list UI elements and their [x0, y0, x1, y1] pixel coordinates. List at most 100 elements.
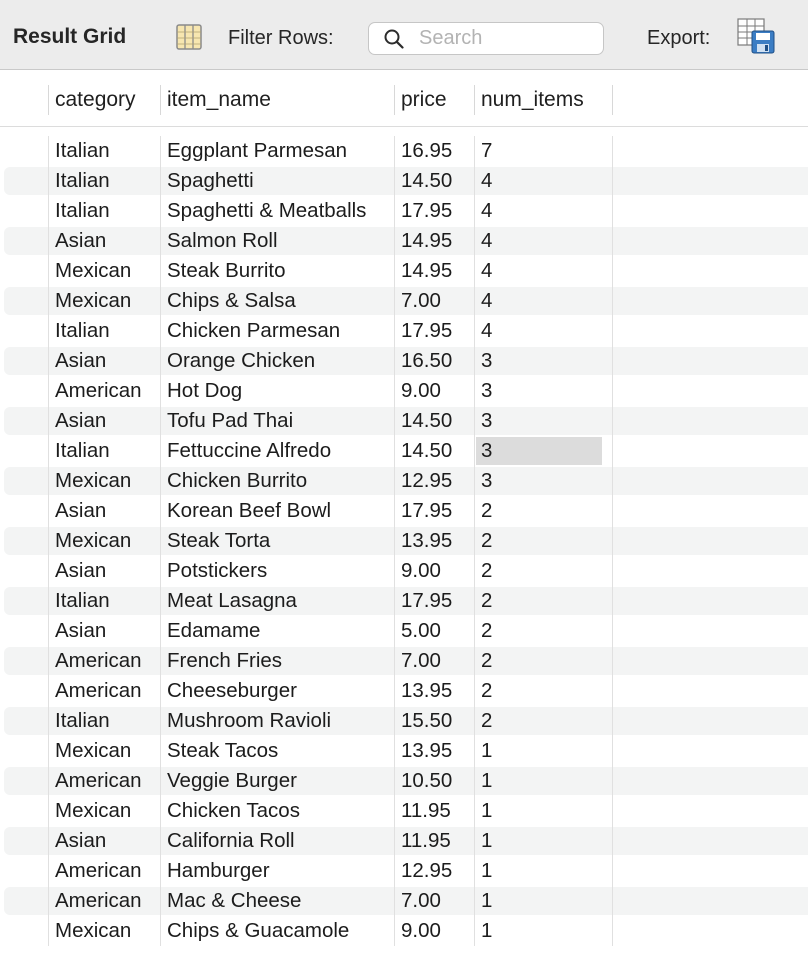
- cell-item-name[interactable]: French Fries: [160, 646, 395, 676]
- cell-category[interactable]: American: [48, 676, 161, 706]
- table-row[interactable]: Mexican Chicken Tacos 11.95 1: [0, 796, 808, 826]
- cell-num-items[interactable]: 3: [474, 376, 613, 406]
- filter-search-box[interactable]: [368, 22, 604, 55]
- cell-item-name[interactable]: Spaghetti: [160, 166, 395, 196]
- cell-num-items[interactable]: 1: [474, 796, 613, 826]
- cell-category[interactable]: Asian: [48, 406, 161, 436]
- cell-price[interactable]: 9.00: [394, 376, 475, 406]
- table-row[interactable]: Mexican Steak Burrito 14.95 4: [0, 256, 808, 286]
- cell-num-items[interactable]: 3: [474, 406, 613, 436]
- column-header-category[interactable]: category: [48, 85, 161, 115]
- cell-category[interactable]: Asian: [48, 346, 161, 376]
- table-row[interactable]: Asian Tofu Pad Thai 14.50 3: [0, 406, 808, 436]
- cell-category[interactable]: American: [48, 766, 161, 796]
- cell-item-name[interactable]: Chips & Guacamole: [160, 916, 395, 946]
- cell-category[interactable]: Asian: [48, 616, 161, 646]
- table-row[interactable]: Mexican Chicken Burrito 12.95 3: [0, 466, 808, 496]
- table-row[interactable]: Asian Korean Beef Bowl 17.95 2: [0, 496, 808, 526]
- table-row[interactable]: American Cheeseburger 13.95 2: [0, 676, 808, 706]
- cell-category[interactable]: Italian: [48, 706, 161, 736]
- cell-price[interactable]: 14.50: [394, 406, 475, 436]
- cell-item-name[interactable]: Chicken Parmesan: [160, 316, 395, 346]
- cell-num-items[interactable]: 1: [474, 826, 613, 856]
- cell-price[interactable]: 13.95: [394, 676, 475, 706]
- cell-price[interactable]: 11.95: [394, 826, 475, 856]
- cell-item-name[interactable]: Veggie Burger: [160, 766, 395, 796]
- cell-num-items[interactable]: 2: [474, 676, 613, 706]
- search-input[interactable]: [419, 26, 599, 51]
- cell-price[interactable]: 12.95: [394, 466, 475, 496]
- cell-price[interactable]: 9.00: [394, 556, 475, 586]
- cell-num-items[interactable]: 2: [474, 616, 613, 646]
- cell-price[interactable]: 12.95: [394, 856, 475, 886]
- cell-item-name[interactable]: Cheeseburger: [160, 676, 395, 706]
- table-row[interactable]: Italian Eggplant Parmesan 16.95 7: [0, 136, 808, 166]
- table-row[interactable]: Italian Mushroom Ravioli 15.50 2: [0, 706, 808, 736]
- cell-item-name[interactable]: Hamburger: [160, 856, 395, 886]
- table-row[interactable]: Italian Fettuccine Alfredo 14.50 3: [0, 436, 808, 466]
- cell-price[interactable]: 10.50: [394, 766, 475, 796]
- cell-num-items[interactable]: 2: [474, 646, 613, 676]
- cell-num-items[interactable]: 2: [474, 526, 613, 556]
- table-row[interactable]: Asian Salmon Roll 14.95 4: [0, 226, 808, 256]
- cell-item-name[interactable]: Korean Beef Bowl: [160, 496, 395, 526]
- cell-item-name[interactable]: Mac & Cheese: [160, 886, 395, 916]
- cell-num-items[interactable]: 4: [474, 166, 613, 196]
- cell-price[interactable]: 13.95: [394, 736, 475, 766]
- cell-category[interactable]: Italian: [48, 436, 161, 466]
- cell-item-name[interactable]: Chicken Burrito: [160, 466, 395, 496]
- cell-item-name[interactable]: Spaghetti & Meatballs: [160, 196, 395, 226]
- cell-num-items[interactable]: 1: [474, 736, 613, 766]
- cell-category[interactable]: Mexican: [48, 466, 161, 496]
- cell-category[interactable]: Mexican: [48, 526, 161, 556]
- cell-price[interactable]: 17.95: [394, 586, 475, 616]
- cell-item-name[interactable]: California Roll: [160, 826, 395, 856]
- table-row[interactable]: Mexican Steak Tacos 13.95 1: [0, 736, 808, 766]
- cell-num-items[interactable]: 3: [474, 466, 613, 496]
- cell-num-items[interactable]: 2: [474, 586, 613, 616]
- cell-category[interactable]: Italian: [48, 196, 161, 226]
- cell-category[interactable]: Mexican: [48, 736, 161, 766]
- cell-item-name[interactable]: Chips & Salsa: [160, 286, 395, 316]
- cell-item-name[interactable]: Steak Tacos: [160, 736, 395, 766]
- cell-category[interactable]: Italian: [48, 586, 161, 616]
- cell-num-items[interactable]: 1: [474, 856, 613, 886]
- cell-num-items[interactable]: 1: [474, 886, 613, 916]
- table-row[interactable]: American French Fries 7.00 2: [0, 646, 808, 676]
- cell-item-name[interactable]: Hot Dog: [160, 376, 395, 406]
- cell-category[interactable]: Mexican: [48, 256, 161, 286]
- cell-category[interactable]: American: [48, 376, 161, 406]
- cell-category[interactable]: Asian: [48, 826, 161, 856]
- cell-price[interactable]: 16.95: [394, 136, 475, 166]
- cell-num-items[interactable]: 3: [474, 346, 613, 376]
- cell-category[interactable]: Italian: [48, 136, 161, 166]
- cell-price[interactable]: 15.50: [394, 706, 475, 736]
- table-row[interactable]: Mexican Chips & Salsa 7.00 4: [0, 286, 808, 316]
- cell-item-name[interactable]: Salmon Roll: [160, 226, 395, 256]
- cell-num-items[interactable]: 1: [474, 766, 613, 796]
- table-row[interactable]: Mexican Steak Torta 13.95 2: [0, 526, 808, 556]
- cell-item-name[interactable]: Steak Burrito: [160, 256, 395, 286]
- cell-num-items[interactable]: 2: [474, 556, 613, 586]
- table-row[interactable]: Asian Orange Chicken 16.50 3: [0, 346, 808, 376]
- cell-price[interactable]: 11.95: [394, 796, 475, 826]
- cell-num-items[interactable]: 4: [474, 286, 613, 316]
- cell-price[interactable]: 7.00: [394, 886, 475, 916]
- cell-price[interactable]: 7.00: [394, 286, 475, 316]
- column-header-num-items[interactable]: num_items: [474, 85, 613, 115]
- cell-item-name[interactable]: Orange Chicken: [160, 346, 395, 376]
- table-row[interactable]: Asian California Roll 11.95 1: [0, 826, 808, 856]
- cell-item-name[interactable]: Tofu Pad Thai: [160, 406, 395, 436]
- cell-item-name[interactable]: Potstickers: [160, 556, 395, 586]
- cell-price[interactable]: 17.95: [394, 496, 475, 526]
- table-row[interactable]: Italian Meat Lasagna 17.95 2: [0, 586, 808, 616]
- cell-item-name[interactable]: Eggplant Parmesan: [160, 136, 395, 166]
- cell-num-items[interactable]: 4: [474, 316, 613, 346]
- cell-num-items[interactable]: 4: [474, 256, 613, 286]
- table-row[interactable]: Asian Potstickers 9.00 2: [0, 556, 808, 586]
- table-row[interactable]: Italian Spaghetti & Meatballs 17.95 4: [0, 196, 808, 226]
- cell-price[interactable]: 17.95: [394, 196, 475, 226]
- cell-price[interactable]: 16.50: [394, 346, 475, 376]
- table-row[interactable]: Italian Spaghetti 14.50 4: [0, 166, 808, 196]
- cell-category[interactable]: Mexican: [48, 796, 161, 826]
